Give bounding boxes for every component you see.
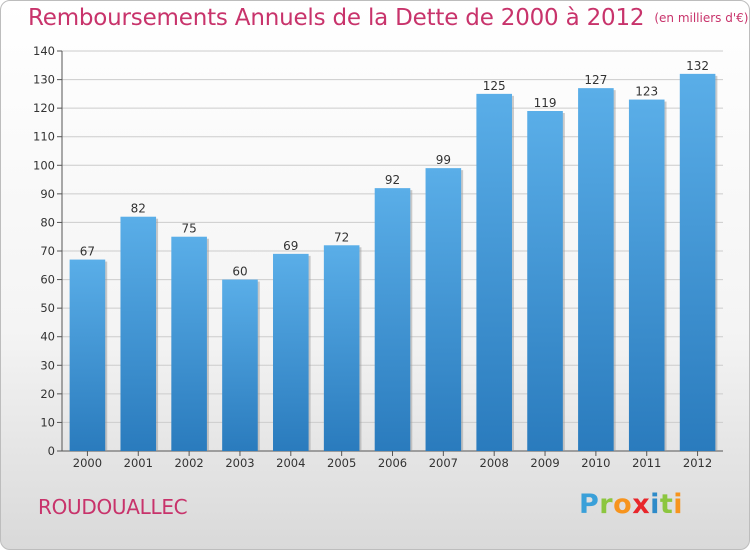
bar-value-label: 69: [283, 239, 298, 253]
chart-subtitle: (en milliers d'€): [654, 11, 749, 25]
commune-name: ROUDOUALLEC: [38, 495, 188, 519]
x-tick-label: 2004: [276, 456, 305, 470]
bar: [578, 88, 614, 452]
y-tick-label: 50: [40, 301, 55, 315]
y-tick-label: 60: [40, 273, 55, 287]
bar-value-label: 67: [80, 245, 95, 259]
y-tick-label: 10: [40, 415, 55, 429]
bar: [69, 259, 106, 451]
bar-value-label: 82: [131, 202, 146, 216]
bar-value-label: 60: [232, 265, 247, 279]
y-tick-label: 30: [40, 358, 55, 372]
bar: [273, 253, 309, 451]
bar-value-label: 99: [436, 153, 451, 167]
bar-value-label: 72: [334, 230, 349, 244]
y-tick-label: 70: [40, 244, 55, 258]
y-tick-label: 80: [40, 215, 55, 229]
bar-value-label: 123: [635, 85, 658, 99]
bar-value-label: 119: [534, 96, 557, 110]
bar: [476, 93, 512, 451]
x-tick-label: 2001: [124, 456, 153, 470]
y-tick-label: 140: [33, 44, 55, 58]
y-tick-label: 100: [33, 158, 55, 172]
x-tick-label: 2009: [530, 456, 559, 470]
x-tick-label: 2011: [632, 456, 661, 470]
x-tick-label: 2007: [429, 456, 458, 470]
bar: [374, 188, 411, 451]
bar: [425, 168, 462, 451]
value-labels: 67 82 75 60 69 72 92 99 125 119 127 123 132: [80, 59, 709, 279]
bar: [171, 236, 207, 451]
y-tick-label: 90: [40, 187, 55, 201]
x-tick-label: 2003: [225, 456, 254, 470]
x-tick-label: 2005: [327, 456, 356, 470]
x-tick-label: 2006: [378, 456, 407, 470]
proxiti-logo: Proxiti: [579, 489, 684, 520]
y-tick-label: 130: [33, 73, 55, 87]
bar-value-label: 127: [584, 73, 607, 87]
bar: [323, 245, 360, 451]
bar-value-label: 132: [686, 59, 709, 73]
bar-value-label: 75: [181, 222, 196, 236]
x-tick-label: 2010: [581, 456, 610, 470]
bar: [222, 279, 258, 451]
bars: [69, 73, 718, 452]
bar-value-label: 125: [483, 79, 506, 93]
bar-value-label: 92: [385, 173, 400, 187]
x-tick-label: 2000: [73, 456, 102, 470]
y-tick-label: 110: [33, 130, 55, 144]
chart-title: Remboursements Annuels de la Dette de 20…: [28, 5, 645, 31]
bar: [120, 216, 157, 451]
bar: [527, 111, 563, 451]
x-tick-label: 2012: [683, 456, 712, 470]
x-tick-label: 2002: [174, 456, 203, 470]
bar: [628, 99, 665, 452]
chart-title-row: Remboursements Annuels de la Dette de 20…: [28, 5, 748, 31]
bar: [679, 73, 716, 451]
x-tick-label: 2008: [480, 456, 509, 470]
y-tick-label: 20: [40, 387, 55, 401]
y-tick-label: 40: [40, 330, 55, 344]
y-tick-label: 120: [33, 101, 55, 115]
y-tick-label: 0: [48, 444, 55, 458]
